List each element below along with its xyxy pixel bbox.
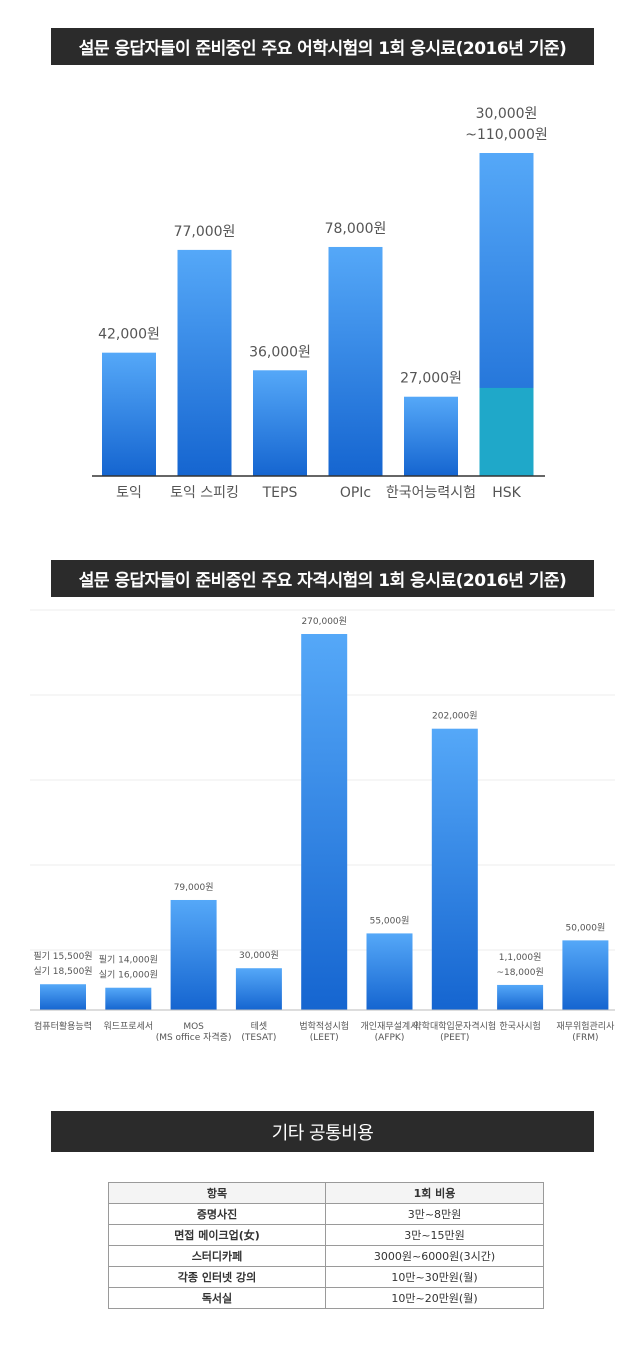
row-item: 각종 인터넷 강의 xyxy=(108,1266,326,1288)
tick-label: 개인재무설계사 xyxy=(361,1020,420,1032)
row-cost: 3만~8만원 xyxy=(325,1203,544,1225)
tick-label: 워드프로세서 xyxy=(103,1021,153,1032)
tick-label: (FRM) xyxy=(572,1033,598,1043)
tick-label: (AFPK) xyxy=(375,1033,405,1043)
common-costs-table: 항목 1회 비용 증명사진 3만~8만원 면접 메이크업(女) 3만~15만원 … xyxy=(108,1182,544,1309)
data-label: 78,000원 xyxy=(325,221,387,237)
row-item: 증명사진 xyxy=(108,1203,326,1225)
data-label: 50,000원 xyxy=(566,922,606,933)
tick-label: (MS office 자격증) xyxy=(156,1031,232,1043)
row-cost: 10만~20만원(월) xyxy=(325,1287,544,1309)
bar xyxy=(431,728,478,1010)
tick-label: 한국어능력시험 xyxy=(386,485,476,501)
row-cost: 10만~30만원(월) xyxy=(325,1266,544,1288)
data-label: 필기 15,500원 xyxy=(33,950,92,962)
row-item: 면접 메이크업(女) xyxy=(108,1224,326,1246)
table-row: 스터디카페 3000원~6000원(3시간) xyxy=(108,1245,544,1267)
tick-label: 법학적성시험 xyxy=(299,1020,349,1032)
data-label: 30,000원 xyxy=(476,106,538,122)
tick-label: HSK xyxy=(492,485,521,501)
table-header-row: 항목 1회 비용 xyxy=(108,1182,544,1204)
common-costs-title: 기타 공통비용 xyxy=(51,1111,594,1152)
bar xyxy=(177,249,232,476)
data-label: 36,000원 xyxy=(249,344,311,360)
tick-label: TEPS xyxy=(262,485,298,501)
data-label: 필기 14,000원 xyxy=(99,954,158,966)
data-label: 27,000원 xyxy=(400,371,462,387)
data-label: 30,000원 xyxy=(239,950,279,961)
table-row: 면접 메이크업(女) 3만~15만원 xyxy=(108,1224,544,1246)
bar xyxy=(366,933,413,1010)
tick-label: OPIc xyxy=(340,485,371,501)
header-item: 항목 xyxy=(108,1182,326,1204)
data-label: 79,000원 xyxy=(174,882,214,893)
data-label: 1,1,000원 xyxy=(499,952,542,963)
bar xyxy=(404,396,458,476)
bar xyxy=(170,899,217,1010)
tick-label: 테셋 xyxy=(251,1021,268,1032)
data-label: 270,000원 xyxy=(301,616,347,627)
data-label: 55,000원 xyxy=(370,915,410,926)
row-item: 스터디카페 xyxy=(108,1245,326,1267)
bar xyxy=(40,984,86,1010)
bar xyxy=(235,968,282,1010)
bar xyxy=(328,246,383,476)
tick-label: (PEET) xyxy=(440,1033,469,1043)
data-label: 실기 18,500원 xyxy=(33,966,92,977)
data-label: ~18,000원 xyxy=(496,967,543,978)
header-cost: 1회 비용 xyxy=(325,1182,544,1204)
row-cost: 3만~15만원 xyxy=(325,1224,544,1246)
table-row: 증명사진 3만~8만원 xyxy=(108,1203,544,1225)
bar xyxy=(102,352,156,476)
tick-label: 약학대학입문자격시험 xyxy=(413,1020,496,1032)
tick-label: 토익 xyxy=(116,485,142,501)
row-cost: 3000원~6000원(3시간) xyxy=(325,1245,544,1267)
row-item: 독서실 xyxy=(108,1287,326,1309)
language-chart-title: 설문 응답자들이 준비중인 주요 어학시험의 1회 응시료(2016년 기준) xyxy=(51,28,594,65)
data-label: 실기 16,000원 xyxy=(99,970,158,981)
tick-label: 컴퓨터활용능력 xyxy=(34,1020,92,1032)
tick-label: 재무위험관리사 xyxy=(556,1021,615,1032)
tick-label: 토익 스피킹 xyxy=(170,485,239,501)
data-label: 42,000원 xyxy=(98,327,160,343)
data-label: ~110,000원 xyxy=(465,127,548,143)
tick-label: (LEET) xyxy=(310,1033,339,1043)
bar-range-low xyxy=(479,387,534,476)
tick-label: (TESAT) xyxy=(241,1033,276,1043)
data-label: 202,000원 xyxy=(432,711,478,722)
bar xyxy=(301,634,348,1010)
bar xyxy=(253,370,307,476)
data-label: 77,000원 xyxy=(174,224,236,240)
tick-label: 한국사시험 xyxy=(499,1021,540,1032)
tick-label: MOS xyxy=(183,1022,204,1032)
bar xyxy=(497,984,544,1010)
bar xyxy=(562,940,609,1010)
table-row: 독서실 10만~20만원(월) xyxy=(108,1287,544,1309)
table-row: 각종 인터넷 강의 10만~30만원(월) xyxy=(108,1266,544,1288)
certification-chart-title: 설문 응답자들이 준비중인 주요 자격시험의 1회 응시료(2016년 기준) xyxy=(51,560,594,597)
bar xyxy=(105,987,152,1010)
